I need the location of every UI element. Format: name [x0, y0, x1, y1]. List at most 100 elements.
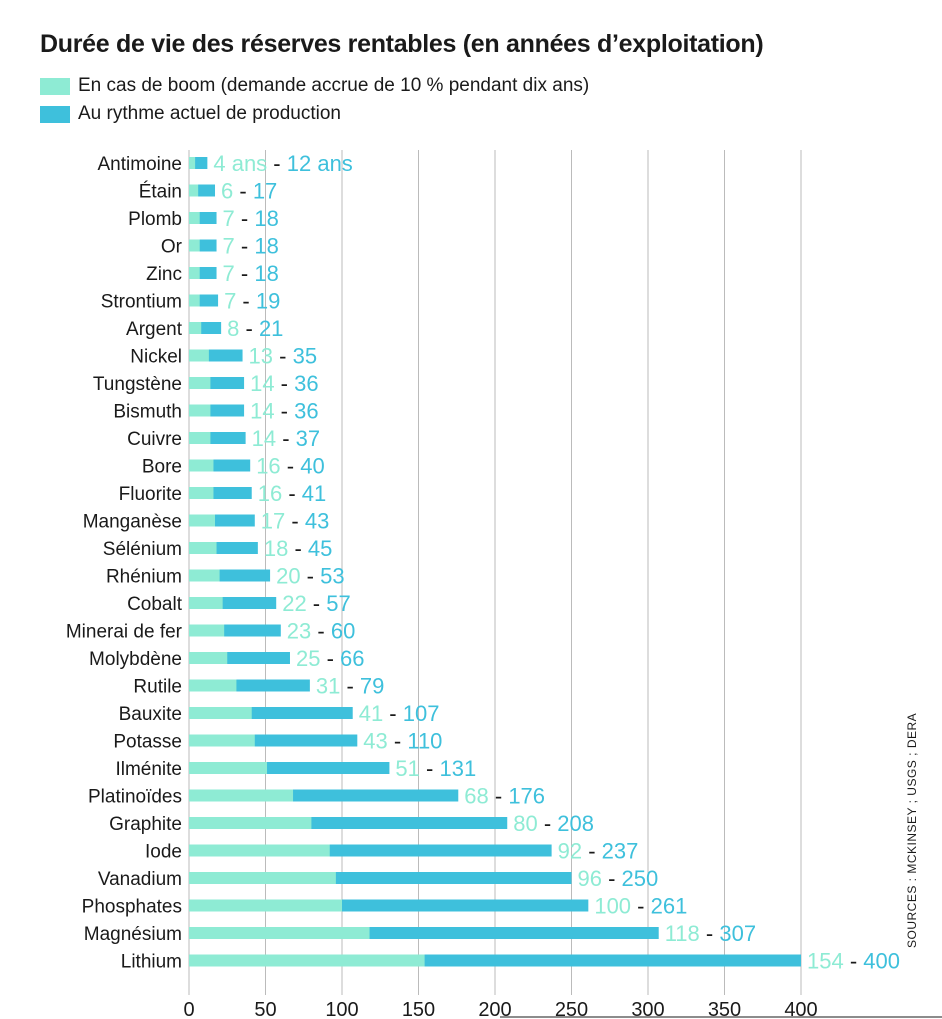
- bar-boom-lithium: [189, 954, 425, 967]
- data-label-current-potasse: 110: [407, 729, 442, 754]
- category-label-rutile: Rutile: [133, 677, 182, 698]
- data-label-magnesium: 118 - 307: [665, 921, 756, 946]
- data-label-boom-iode: 92: [558, 839, 582, 864]
- data-label-rhenium: 20 - 53: [276, 564, 345, 589]
- category-label-vanadium: Vanadium: [98, 869, 182, 890]
- bar-boom-plomb: [189, 212, 200, 224]
- category-label-minerai-de-fer: Minerai de fer: [66, 622, 183, 643]
- data-label-boom-bauxite: 41: [359, 701, 383, 726]
- data-label-separator-molybdene: -: [320, 646, 340, 671]
- category-label-or: Or: [161, 237, 183, 258]
- category-label-ilmenite: Ilménite: [115, 759, 182, 780]
- data-label-current-iode: 237: [602, 839, 639, 864]
- data-label-plomb: 7 - 18: [223, 206, 279, 231]
- data-label-minerai-de-fer: 23 - 60: [287, 619, 356, 644]
- data-label-separator-bauxite: -: [383, 701, 403, 726]
- data-label-selenium: 18 - 45: [264, 536, 333, 561]
- bar-boom-bismuth: [189, 404, 211, 417]
- data-label-antimoine: 4 ans - 12 ans: [213, 151, 352, 176]
- bar-boom-fluorite: [189, 487, 214, 499]
- category-label-fluorite: Fluorite: [119, 484, 182, 505]
- data-label-boom-lithium: 154: [807, 949, 844, 974]
- data-label-current-zinc: 18: [254, 261, 278, 286]
- bar-boom-magnesium: [189, 927, 370, 939]
- bar-boom-vanadium: [189, 872, 336, 884]
- category-label-lithium: Lithium: [121, 952, 182, 973]
- data-label-boom-manganese: 17: [261, 509, 285, 534]
- bar-boom-potasse: [189, 734, 255, 747]
- data-label-separator-rutile: -: [340, 674, 360, 699]
- x-tick-label-50: 50: [254, 999, 276, 1019]
- data-label-boom-antimoine: 4 ans: [213, 151, 267, 176]
- data-label-current-etain: 17: [253, 179, 277, 204]
- data-label-current-fluorite: 41: [302, 481, 326, 506]
- data-label-current-bismuth: 36: [294, 399, 318, 424]
- legend-swatch-current: [40, 105, 70, 123]
- category-label-manganese: Manganèse: [83, 512, 182, 533]
- x-tick-label-350: 350: [708, 999, 741, 1019]
- data-label-boom-fluorite: 16: [258, 481, 282, 506]
- data-label-boom-or: 7: [223, 234, 235, 259]
- bar-boom-strontium: [189, 294, 200, 307]
- data-label-separator-argent: -: [239, 316, 259, 341]
- data-label-boom-plomb: 7: [223, 206, 235, 231]
- bar-boom-rutile: [189, 679, 237, 692]
- data-label-tungstene: 14 - 36: [250, 371, 319, 396]
- category-label-graphite: Graphite: [109, 814, 182, 835]
- chart-title: Durée de vie des réserves rentables (en …: [40, 30, 764, 58]
- data-label-boom-minerai-de-fer: 23: [287, 619, 311, 644]
- data-label-separator-antimoine: -: [267, 151, 287, 176]
- data-label-separator-minerai-de-fer: -: [311, 619, 331, 644]
- legend-item-boom: En cas de boom (demande accrue de 10 % p…: [40, 74, 589, 98]
- data-label-current-graphite: 208: [557, 811, 594, 836]
- category-label-bismuth: Bismuth: [113, 402, 182, 423]
- data-label-boom-graphite: 80: [513, 811, 537, 836]
- data-label-boom-ilmenite: 51: [395, 756, 419, 781]
- data-label-boom-magnesium: 118: [665, 921, 700, 946]
- category-label-magnesium: Magnésium: [84, 924, 182, 945]
- data-label-nickel: 13 - 35: [249, 344, 318, 369]
- data-label-current-strontium: 19: [256, 289, 280, 314]
- data-label-separator-ilmenite: -: [420, 756, 440, 781]
- data-label-separator-bismuth: -: [275, 399, 295, 424]
- x-tick-label-250: 250: [555, 999, 588, 1019]
- data-label-current-molybdene: 66: [340, 646, 364, 671]
- data-label-current-tungstene: 36: [294, 371, 318, 396]
- data-label-current-plomb: 18: [254, 206, 278, 231]
- data-label-boom-zinc: 7: [223, 261, 235, 286]
- data-label-rutile: 31 - 79: [316, 674, 385, 699]
- data-label-separator-plomb: -: [235, 206, 255, 231]
- data-label-separator-lithium: -: [844, 949, 864, 974]
- bar-boom-iode: [189, 844, 330, 857]
- data-label-boom-argent: 8: [227, 316, 239, 341]
- data-label-current-platinoides: 176: [508, 784, 545, 809]
- bar-boom-platinoides: [189, 789, 294, 802]
- bar-boom-nickel: [189, 349, 209, 362]
- x-tick-label-100: 100: [325, 999, 358, 1019]
- data-label-or: 7 - 18: [223, 234, 279, 259]
- data-label-molybdene: 25 - 66: [296, 646, 365, 671]
- data-label-potasse: 43 - 110: [363, 729, 442, 754]
- data-label-separator-zinc: -: [235, 261, 255, 286]
- data-label-boom-platinoides: 68: [464, 784, 488, 809]
- data-label-etain: 6 - 17: [221, 179, 277, 204]
- data-label-strontium: 7 - 19: [224, 289, 280, 314]
- x-tick-label-200: 200: [478, 999, 511, 1019]
- data-label-cobalt: 22 - 57: [282, 591, 351, 616]
- data-label-boom-cuivre: 14: [252, 426, 276, 451]
- x-tick-label-400: 400: [784, 999, 817, 1019]
- category-label-phosphates: Phosphates: [82, 897, 182, 918]
- data-label-current-rhenium: 53: [320, 564, 344, 589]
- category-label-potasse: Potasse: [113, 732, 182, 753]
- category-label-molybdene: Molybdène: [89, 649, 182, 670]
- category-label-iode: Iode: [145, 842, 182, 863]
- data-label-boom-molybdene: 25: [296, 646, 320, 671]
- category-label-antimoine: Antimoine: [98, 154, 183, 175]
- data-label-current-minerai-de-fer: 60: [331, 619, 355, 644]
- category-label-etain: Étain: [139, 182, 182, 203]
- bar-boom-bore: [189, 459, 214, 472]
- legend-swatch-boom: [40, 77, 70, 95]
- data-label-separator-tungstene: -: [275, 371, 295, 396]
- data-label-ilmenite: 51 - 131: [395, 756, 476, 781]
